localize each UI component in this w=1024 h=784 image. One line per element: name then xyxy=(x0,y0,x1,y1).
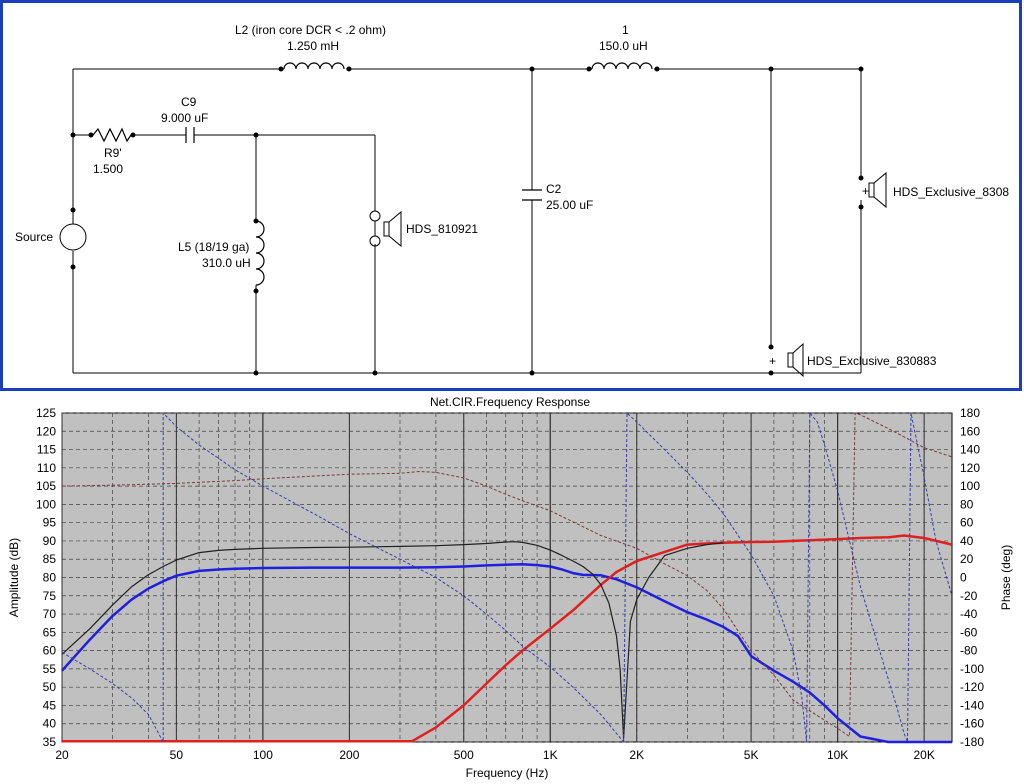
y-tick-label: 90 xyxy=(43,534,57,548)
y-tick-label: 110 xyxy=(37,461,56,475)
c9-value: 9.000 uF xyxy=(161,111,208,125)
x-tick-label: 50 xyxy=(170,748,184,762)
y-tick-label: 100 xyxy=(36,497,56,511)
chart-canvas[interactable]: Net.CIR.Frequency Response 35 40 45 50 55 60 6… xyxy=(0,391,1024,784)
y2-tick-label: -60 xyxy=(960,625,978,639)
source-label: Source xyxy=(15,230,53,244)
x-tick-label: 20K xyxy=(913,748,934,762)
y-tick-label: 40 xyxy=(43,717,57,731)
c2-capacitor[interactable] xyxy=(522,189,542,201)
c2-name: C2 xyxy=(546,182,562,196)
y-tick-label: 50 xyxy=(43,680,57,694)
y-tick-label: 35 xyxy=(43,735,57,749)
y-tick-label: 65 xyxy=(43,625,57,639)
x-tick-label: 5K xyxy=(744,748,759,762)
c9-name: C9 xyxy=(181,95,197,109)
series-line-5 xyxy=(623,412,953,743)
y-tick-label: 45 xyxy=(43,698,57,712)
axis-layer: 35 40 45 50 55 60 65 70 75 80 85 90 95 100 105 110 115 12… xyxy=(36,406,984,762)
woofer-speaker-symbol[interactable] xyxy=(369,210,402,248)
y-tick-label: 60 xyxy=(43,644,57,658)
y-tick-label: 75 xyxy=(43,589,57,603)
l5-inductor[interactable] xyxy=(255,220,265,286)
y2-tick-label: 20 xyxy=(960,552,974,566)
tweeter-bottom-label: HDS_Exclusive_830883 xyxy=(807,354,937,368)
x-tick-label: 1K xyxy=(543,748,558,762)
wires xyxy=(72,68,862,374)
series-line-3 xyxy=(61,412,953,737)
x-tick-label: 2K xyxy=(629,748,644,762)
series-layer xyxy=(61,412,953,744)
y2-tick-label: 40 xyxy=(960,534,974,548)
y2-tick-label: 140 xyxy=(960,443,980,457)
y-axis-label: Amplitude (dB) xyxy=(7,538,21,617)
y2-tick-label: 100 xyxy=(960,479,980,493)
l2-inductor[interactable] xyxy=(283,62,345,70)
y2-tick-label: -160 xyxy=(960,717,984,731)
schematic-canvas[interactable]: Source R9' 1.500 C9 9.000 uF L2 (iron co… xyxy=(3,3,1019,388)
schematic-panel[interactable]: Source R9' 1.500 C9 9.000 uF L2 (iron co… xyxy=(0,0,1022,391)
y2-tick-label: 60 xyxy=(960,516,974,530)
l2-name: L2 (iron core DCR < .2 ohm) xyxy=(235,23,386,37)
c2-value: 25.00 uF xyxy=(546,198,593,212)
tweeter-bottom-speaker-symbol[interactable] xyxy=(787,342,804,378)
l5-name: L5 (18/19 ga) xyxy=(178,240,249,254)
l2-value: 1.250 mH xyxy=(287,39,339,53)
y-tick-label: 95 xyxy=(43,516,57,530)
c9-capacitor[interactable] xyxy=(185,127,195,143)
l5-value: 310.0 uH xyxy=(202,256,251,270)
x-tick-label: 200 xyxy=(339,748,359,762)
y2-tick-label: 160 xyxy=(960,424,980,438)
series-line-2 xyxy=(61,541,724,739)
x-axis-label: Frequency (Hz) xyxy=(466,766,549,780)
x-tick-label: 20 xyxy=(55,748,69,762)
y-tick-label: 105 xyxy=(36,479,56,493)
y-tick-label: 85 xyxy=(43,552,57,566)
r9-resistor[interactable] xyxy=(92,127,132,143)
l1-inductor[interactable] xyxy=(591,62,653,70)
y2-tick-label: -20 xyxy=(960,589,978,603)
y2-tick-label: 120 xyxy=(960,461,980,475)
frequency-response-chart[interactable]: Net.CIR.Frequency Response 35 40 45 50 55 60 6… xyxy=(0,391,1024,784)
tweeter-top-polarity: + xyxy=(862,184,869,198)
tweeter-top-speaker-symbol[interactable] xyxy=(868,171,887,209)
y2-tick-label: 180 xyxy=(960,406,980,420)
y-tick-label: 70 xyxy=(43,607,57,621)
x-tick-label: 10K xyxy=(827,748,848,762)
y2-tick-label: -140 xyxy=(960,698,984,712)
y2-tick-label: -40 xyxy=(960,607,978,621)
r9-value: 1.500 xyxy=(93,162,123,176)
grid-layer xyxy=(61,412,952,743)
y2-tick-label: -120 xyxy=(960,680,984,694)
y2-tick-label: -180 xyxy=(960,735,984,749)
chart-title: Net.CIR.Frequency Response xyxy=(430,395,590,409)
r9-name: R9' xyxy=(104,146,122,160)
y2-tick-label: -80 xyxy=(960,644,978,658)
x-tick-label: 500 xyxy=(454,748,474,762)
junction-dots xyxy=(70,66,864,376)
y2-tick-label: -100 xyxy=(960,662,984,676)
tweeter-bottom-polarity: + xyxy=(769,354,776,368)
l1-value: 150.0 uH xyxy=(599,39,648,53)
woofer-label: HDS_810921 xyxy=(406,222,478,236)
y2-tick-label: 80 xyxy=(960,497,974,511)
l1-name: 1 xyxy=(622,23,629,37)
y-tick-label: 125 xyxy=(36,406,56,420)
y2-axis-label: Phase (deg) xyxy=(999,545,1013,610)
y2-tick-label: 0 xyxy=(960,571,967,585)
y-tick-label: 55 xyxy=(43,662,57,676)
y-tick-label: 120 xyxy=(36,424,56,438)
source-symbol[interactable] xyxy=(59,223,87,251)
y-tick-label: 115 xyxy=(37,443,56,457)
tweeter-top-label: HDS_Exclusive_8308 xyxy=(893,185,1009,199)
x-tick-label: 100 xyxy=(253,748,273,762)
y-tick-label: 80 xyxy=(43,571,57,585)
series-line-0 xyxy=(61,563,952,744)
